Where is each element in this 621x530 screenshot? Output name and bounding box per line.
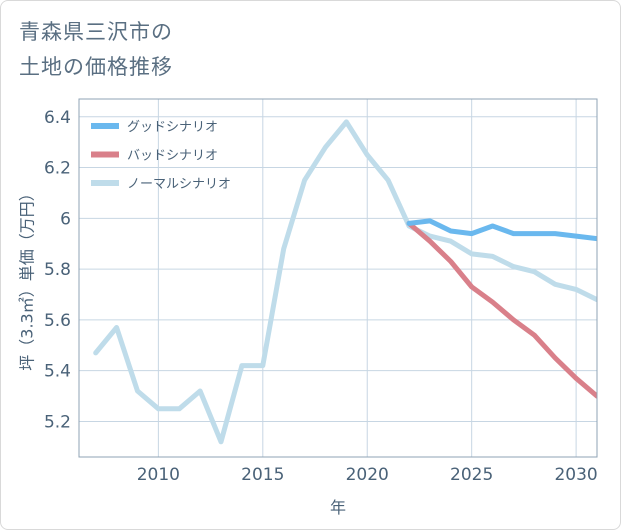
y-tick-label: 6.4 [44, 108, 71, 128]
chart-title-line-2: 土地の価格推移 [19, 55, 173, 79]
x-axis-title: 年 [330, 498, 346, 517]
y-tick-label: 5.8 [44, 260, 71, 280]
plot-frame [78, 98, 598, 458]
x-tick-label: 2030 [554, 465, 597, 485]
legend-label-bad: バッドシナリオ [127, 149, 218, 164]
legend-label-normal: ノーマルシナリオ [127, 177, 231, 192]
x-tick-labels: 2010 2015 2020 2025 2030 [137, 465, 598, 485]
x-tick-label: 2015 [241, 465, 284, 485]
series-line-good [406, 218, 597, 242]
y-tick-label: 6 [60, 209, 71, 229]
plot-area [79, 99, 597, 457]
chart-title-line-1: 青森県三沢市の [19, 20, 173, 44]
legend-label-good: グッドシナリオ [127, 120, 218, 135]
x-tick-label: 2010 [137, 465, 180, 485]
x-gridlines [157, 99, 577, 457]
x-tick-label: 2020 [346, 465, 389, 485]
series-line-normal [93, 119, 597, 445]
y-tick-label: 6.2 [44, 159, 71, 179]
y-tick-label: 5.2 [44, 412, 71, 432]
y-axis-title: 坪（3.3㎡）単価（万円） [18, 185, 37, 370]
series-lines [93, 119, 597, 445]
y-tick-label: 5.4 [44, 362, 71, 382]
chart-title: 青森県三沢市の 土地の価格推移 [19, 15, 173, 85]
y-tick-label: 5.6 [44, 311, 71, 331]
series-line-bad [406, 220, 597, 399]
x-tick-label: 2025 [450, 465, 493, 485]
y-tick-labels: 5.2 5.4 5.6 5.8 6 6.2 6.4 [44, 108, 71, 433]
